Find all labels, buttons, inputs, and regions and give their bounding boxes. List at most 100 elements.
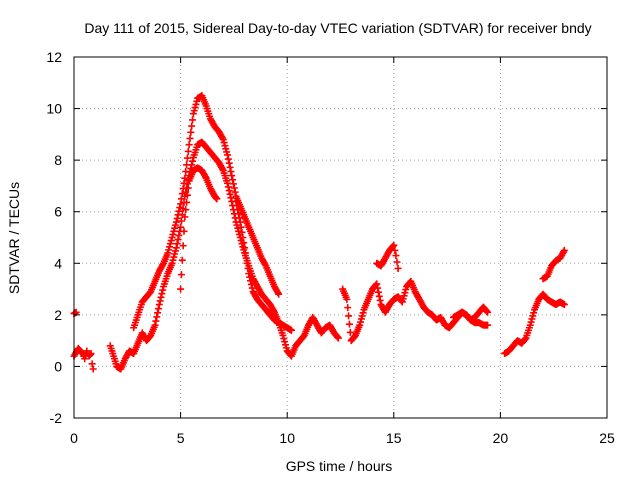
data-point — [226, 163, 234, 171]
data-point — [346, 328, 354, 336]
data-point — [287, 326, 295, 334]
data-point — [390, 241, 398, 249]
plot-frame — [73, 56, 608, 419]
data-point — [176, 204, 184, 212]
y-tick-label: 8 — [54, 152, 62, 168]
data-point — [184, 184, 192, 192]
x-tick-label: 0 — [70, 430, 78, 446]
data-point — [334, 333, 342, 341]
data-point — [247, 277, 255, 285]
data-point — [189, 157, 197, 165]
data-point — [174, 211, 182, 219]
y-tick-label: 10 — [46, 101, 62, 117]
data-point — [247, 280, 255, 288]
data-point — [376, 296, 384, 304]
data-point — [244, 264, 252, 272]
data-point — [180, 179, 188, 187]
x-tick-label: 5 — [177, 430, 185, 446]
data-point — [241, 249, 249, 257]
data-point — [181, 213, 189, 221]
data-point — [235, 214, 243, 222]
data-point — [393, 258, 401, 266]
data-point — [187, 128, 195, 136]
data-point — [345, 320, 353, 328]
data-point — [213, 195, 221, 203]
x-axis-label: GPS time / hours — [286, 458, 393, 474]
data-point — [81, 355, 89, 363]
x-tick-label: 20 — [493, 430, 509, 446]
data-point — [186, 134, 194, 142]
data-point — [375, 292, 383, 300]
data-point — [189, 116, 197, 124]
data-point — [172, 244, 180, 252]
data-point — [88, 360, 96, 368]
data-point — [560, 301, 568, 309]
data-point — [183, 161, 191, 169]
data-point — [391, 246, 399, 254]
data-point — [374, 284, 382, 292]
data-point — [275, 290, 283, 298]
y-tick-label: 12 — [46, 49, 62, 65]
data-point — [225, 159, 233, 167]
data-point — [175, 231, 183, 239]
data-point — [224, 179, 232, 187]
data-point — [224, 155, 232, 163]
data-point — [233, 202, 241, 210]
data-point — [177, 223, 185, 231]
data-point — [154, 305, 162, 313]
data-point — [234, 206, 242, 214]
x-tick-label: 15 — [386, 430, 402, 446]
data-point — [178, 190, 186, 198]
data-point — [156, 297, 164, 305]
data-point — [177, 285, 185, 293]
series-seg-e — [177, 164, 221, 293]
data-point — [389, 242, 397, 250]
data-point — [242, 254, 250, 262]
series-seg-k — [539, 246, 568, 283]
data-point — [173, 214, 181, 222]
data-point — [230, 184, 238, 192]
series-seg-i — [449, 303, 492, 324]
data-point — [174, 236, 182, 244]
series-seg-c — [106, 138, 342, 373]
tick-layer: 0 5 10 15 20 25 -2 0 2 4 6 8 10 12 — [46, 49, 615, 446]
data-point — [182, 206, 190, 214]
data-point — [159, 286, 167, 294]
series-seg-f — [232, 197, 295, 334]
y-axis-label: SDTVAR / TECUs — [6, 182, 22, 294]
data-point — [343, 295, 351, 303]
data-point — [241, 244, 249, 252]
y-tick-label: 2 — [54, 307, 62, 323]
data-point — [89, 365, 97, 373]
data-point — [177, 271, 185, 279]
data-point — [239, 234, 247, 241]
data-point — [236, 218, 244, 226]
data-point — [173, 240, 181, 248]
data-point — [224, 151, 232, 159]
data-point — [229, 180, 237, 188]
data-point — [232, 197, 240, 205]
data-point — [245, 270, 253, 278]
data-point — [178, 256, 186, 264]
data-point — [175, 207, 183, 215]
data-point — [87, 350, 95, 358]
data-point — [154, 309, 162, 317]
data-point — [344, 304, 352, 312]
x-tick-label: 10 — [279, 430, 295, 446]
data-point — [235, 210, 243, 218]
data-point — [238, 228, 246, 236]
data-point — [157, 293, 165, 301]
data-point — [392, 252, 400, 260]
data-point — [243, 259, 251, 267]
data-point — [184, 147, 192, 155]
data-point — [158, 290, 166, 298]
data-point — [188, 122, 196, 130]
data-point — [227, 194, 235, 202]
data-point — [177, 217, 185, 225]
data-point — [180, 227, 188, 235]
data-point — [231, 188, 239, 196]
data-point — [225, 187, 233, 195]
data-point — [78, 349, 86, 357]
